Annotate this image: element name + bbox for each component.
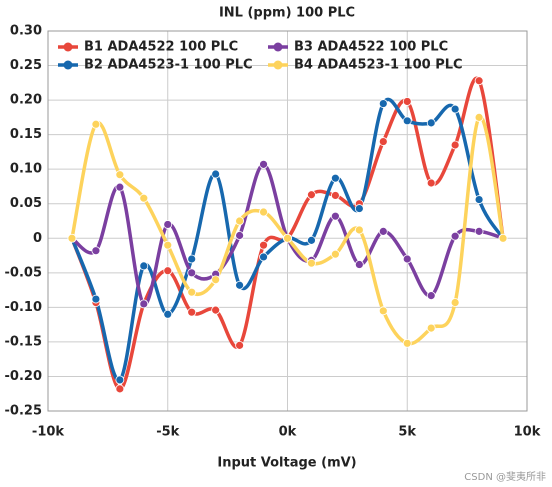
data-point: [187, 254, 197, 264]
data-point: [474, 226, 484, 236]
data-point: [91, 294, 101, 304]
data-point: [235, 340, 245, 350]
data-point: [498, 233, 508, 243]
data-point: [211, 275, 221, 285]
data-point: [354, 260, 364, 269]
data-point: [115, 384, 125, 394]
y-tick-label: -0.10: [5, 300, 42, 315]
data-point: [402, 254, 412, 264]
data-point: [402, 338, 412, 348]
y-tick-label: 0: [33, 231, 42, 246]
data-point: [378, 306, 388, 316]
legend-marker: [63, 60, 73, 70]
data-point: [115, 375, 125, 385]
data-point: [163, 240, 173, 250]
data-point: [354, 225, 364, 235]
data-point: [163, 266, 173, 276]
data-point: [259, 240, 268, 250]
data-point: [307, 258, 316, 268]
watermark: CSDN @斐夷所非: [464, 470, 546, 483]
data-point: [235, 216, 245, 226]
data-point: [139, 261, 149, 271]
data-point: [330, 211, 340, 221]
data-point: [187, 287, 197, 297]
data-point: [330, 249, 340, 259]
data-point: [235, 231, 245, 240]
data-point: [402, 116, 412, 126]
data-point: [474, 76, 484, 86]
data-point: [474, 195, 484, 204]
data-point: [259, 252, 268, 262]
data-point: [450, 231, 460, 241]
data-point: [450, 140, 460, 150]
y-tick-label: 0.25: [10, 58, 42, 73]
x-tick-label: -5k: [156, 425, 179, 440]
data-point: [187, 307, 197, 317]
data-point: [259, 207, 268, 217]
data-point: [91, 246, 101, 256]
data-point: [378, 137, 388, 146]
x-tick-label: -10k: [32, 425, 64, 440]
data-point: [330, 191, 340, 200]
y-tick-label: -0.25: [5, 404, 42, 419]
y-tick-label: 0.05: [10, 196, 42, 211]
data-point: [354, 204, 364, 213]
legend-label: B3 ADA4522 100 PLC: [294, 40, 448, 55]
data-point: [139, 299, 149, 309]
chart-title: INL (ppm) 100 PLC: [219, 6, 355, 21]
data-point: [378, 226, 388, 236]
data-point: [187, 268, 197, 278]
data-point: [474, 112, 484, 122]
legend-label: B2 ADA4523-1 100 PLC: [84, 58, 253, 73]
data-point: [402, 97, 412, 106]
legend-marker: [273, 60, 283, 70]
x-tick-label: 0k: [279, 425, 297, 440]
data-point: [211, 305, 221, 315]
data-point: [115, 170, 125, 180]
data-point: [378, 99, 388, 108]
data-point: [211, 169, 221, 179]
x-tick-label: 10k: [514, 425, 541, 440]
x-tick-label: 5k: [398, 425, 416, 440]
y-tick-label: -0.20: [5, 369, 42, 384]
data-point: [426, 178, 436, 188]
y-tick-label: 0.15: [10, 127, 42, 142]
data-point: [235, 280, 245, 290]
data-point: [426, 291, 436, 301]
data-point: [139, 193, 149, 203]
data-point: [115, 182, 125, 192]
legend-label: B1 ADA4522 100 PLC: [84, 40, 238, 55]
legend-marker: [63, 42, 73, 52]
data-point: [426, 323, 436, 333]
x-axis-label: Input Voltage (mV): [217, 456, 356, 471]
data-point: [330, 173, 340, 183]
y-tick-label: 0.30: [10, 24, 42, 39]
data-point: [450, 104, 460, 114]
data-point: [426, 118, 436, 128]
y-tick-label: -0.05: [5, 265, 42, 280]
data-point: [163, 309, 173, 319]
data-point: [67, 233, 77, 243]
data-point: [283, 233, 292, 243]
plot-frame: [47, 30, 528, 412]
data-point: [307, 190, 316, 200]
data-point: [307, 235, 316, 245]
y-tick-label: 0.10: [10, 162, 42, 177]
data-point: [163, 220, 173, 229]
data-point: [450, 298, 460, 307]
y-tick-label: -0.15: [5, 334, 42, 349]
data-point: [259, 159, 268, 169]
data-point: [91, 119, 101, 129]
y-tick-label: 0.20: [10, 93, 42, 108]
legend-marker: [273, 42, 283, 52]
legend-label: B4 ADA4523-1 100 PLC: [294, 58, 463, 73]
